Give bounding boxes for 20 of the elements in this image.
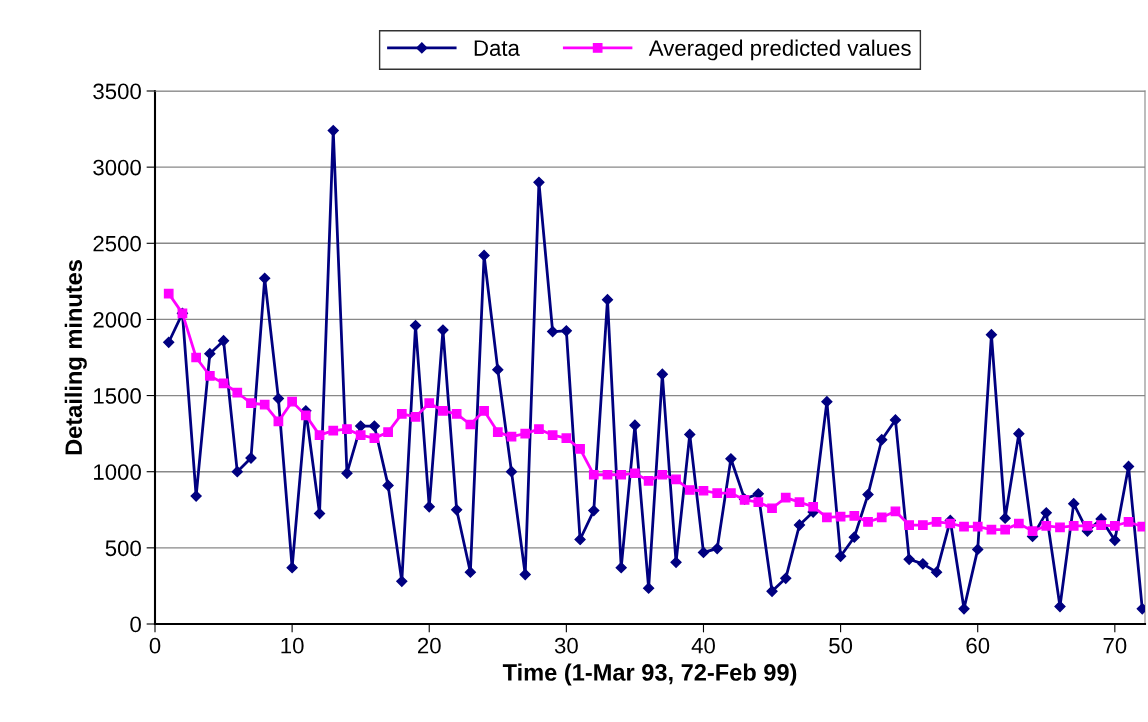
- y-tick-label: 1500: [94, 388, 141, 404]
- y-axis-title: Detailing minutes: [64, 260, 87, 455]
- y-tick-label: 3500: [93, 83, 141, 100]
- x-tick-label: 70: [1103, 637, 1127, 654]
- x-tick-label: 60: [966, 637, 990, 654]
- x-axis-title: Time (1-Mar 93, 72-Feb 99): [502, 663, 797, 686]
- y-tick-label: 3000: [93, 159, 141, 176]
- x-tick-label: 50: [829, 637, 853, 654]
- y-tick-label: 2000: [93, 311, 141, 328]
- y-tick-label: 500: [105, 540, 141, 557]
- x-tick-label: 10: [281, 637, 304, 654]
- x-tick-label: 0: [149, 637, 161, 654]
- y-tick-label: 0: [130, 616, 141, 633]
- x-tick-label: 40: [691, 637, 715, 654]
- x-tick-label: 30: [554, 637, 578, 654]
- y-tick-label: 1000: [94, 464, 141, 480]
- x-tick-label: 20: [418, 637, 441, 654]
- legend-label: Averaged predicted values: [648, 39, 911, 61]
- legend-label: Data: [474, 40, 520, 56]
- y-tick-label: 2500: [93, 235, 141, 252]
